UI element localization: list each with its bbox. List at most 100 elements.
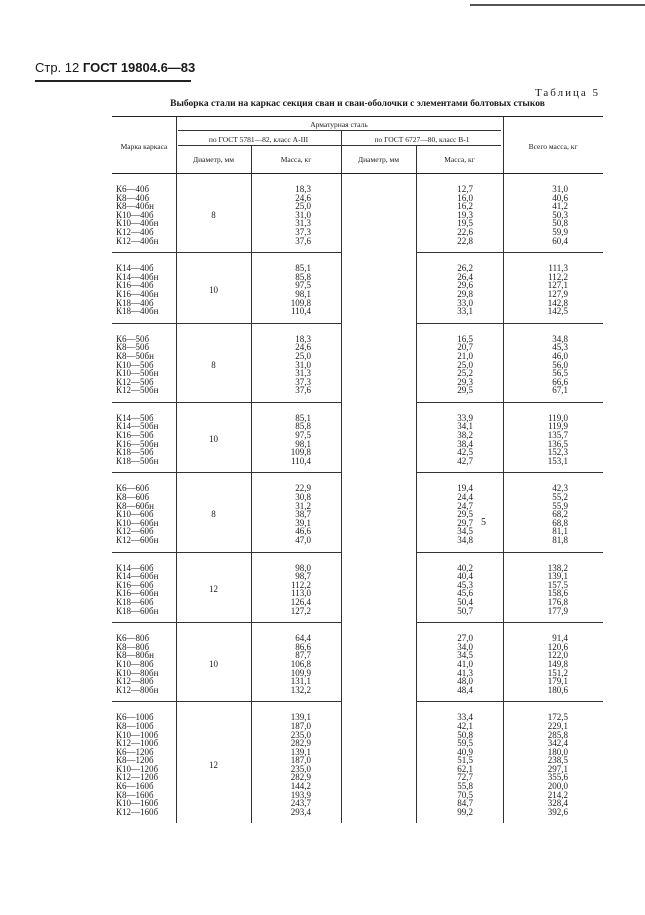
diameter-b-cell <box>341 174 416 253</box>
mass-a-value: 98,1 <box>295 288 311 299</box>
mass-a-value: 31,0 <box>295 209 311 220</box>
total-mass-value: 127,1 <box>547 280 568 291</box>
diameter-a-cell: 8 <box>176 174 251 254</box>
header-gost-a: по ГОСТ 5781—82, класс А-III <box>208 135 309 144</box>
marks-cell: К6—40б К8—40б К8—40бн К10—40б К10—40бн К12—40… <box>112 174 176 254</box>
frame-mark: К12—120б <box>116 772 159 783</box>
steel-table: Марка каркаса Арматурная сталь по ГОСТ 5… <box>112 116 603 824</box>
frame-mark: К10—40бн <box>116 218 159 229</box>
frame-mark: К10—80б <box>116 658 154 669</box>
total-mass-value: 59,9 <box>552 226 568 237</box>
mass-b-value: 33,1 <box>457 306 473 317</box>
mass-b-value: 24,4 <box>457 492 473 503</box>
total-mass-value: 55,9 <box>552 500 568 511</box>
table-number: Таблица 5 <box>534 87 600 99</box>
header-divider <box>503 117 504 173</box>
frame-mark: К18—60б <box>116 596 154 607</box>
total-mass-value: 229,1 <box>547 720 568 731</box>
mass-a-value: 46,6 <box>295 526 311 537</box>
frame-mark: К14—50бн <box>116 421 159 432</box>
mass-b-value: 29,6 <box>457 280 473 291</box>
mass-b-value: 34,0 <box>457 641 473 652</box>
diameter-a-value: 8 <box>211 359 216 370</box>
total-mass-value: 238,5 <box>547 755 568 766</box>
mass-b-value: 21,0 <box>457 350 473 361</box>
frame-mark: К6—100б <box>116 712 154 723</box>
mass-b-value: 29,7 <box>457 517 473 528</box>
total-mass-value: 45,3 <box>552 342 568 353</box>
mass-b-value: 48,4 <box>457 684 473 695</box>
total-mass-value: 176,8 <box>547 596 568 607</box>
mass-b-value: 42,1 <box>457 720 473 731</box>
mass-b-value: 55,8 <box>457 781 473 792</box>
total-mass-value: 111,3 <box>548 263 568 274</box>
diameter-b-cell <box>341 324 416 403</box>
frame-mark: К8—60б <box>116 492 150 503</box>
mass-b-value: 72,7 <box>457 772 473 783</box>
diameter-a-value: 12 <box>209 759 218 770</box>
frame-mark: К8—80б <box>116 641 150 652</box>
mass-a-value: 37,6 <box>295 235 311 246</box>
mass-b-value: 24,7 <box>457 500 473 511</box>
mass-a-value: 235,0 <box>290 763 311 774</box>
total-mass-value: 41,2 <box>552 201 568 212</box>
total-mass-value: 200,0 <box>547 781 568 792</box>
mass-a-value: 86,6 <box>295 641 311 652</box>
mass-a-value: 109,9 <box>290 667 311 678</box>
table-group: К6—60б К8—60б К8—60бн К10—60б К10—60бн К12—60… <box>112 473 603 553</box>
frame-mark: К16—40бн <box>116 288 159 299</box>
frame-mark: К14—60б <box>116 562 154 573</box>
total-mass-value: 214,2 <box>547 789 568 800</box>
header-divider <box>251 145 252 173</box>
total-mass-value: 120,6 <box>547 641 568 652</box>
total-mass-value: 172,5 <box>547 712 568 723</box>
frame-mark: К12—100б <box>116 738 159 749</box>
frame-mark: К8—60бн <box>116 500 154 511</box>
mass-b-value: 38,2 <box>457 430 473 441</box>
mass-a-value: 109,8 <box>290 297 311 308</box>
diameter-a-value: 12 <box>209 584 218 595</box>
diameter-b-value: 5 <box>481 517 486 528</box>
total-mass-value: 149,8 <box>547 658 568 669</box>
total-mass-value: 342,4 <box>547 738 568 749</box>
total-mass-value: 179,1 <box>547 676 568 687</box>
total-mass-value: 42,3 <box>552 483 568 494</box>
mass-b-value: 59,5 <box>457 738 473 749</box>
mass-a-value: 31,2 <box>295 500 311 511</box>
total-mass-value: 31,0 <box>552 184 568 194</box>
total-cell: 138,2 139,1 157,5 158,6 176,8 177,9 <box>503 553 603 624</box>
frame-mark: К10—50б <box>116 359 154 370</box>
column-divider <box>416 174 417 824</box>
mass-a-value: 31,3 <box>295 368 311 379</box>
mass-b-value: 38,4 <box>457 438 473 449</box>
total-mass-value: 136,5 <box>547 438 568 449</box>
total-mass-value: 153,1 <box>547 455 568 466</box>
mass-a-value: 110,4 <box>291 306 311 317</box>
frame-mark: К6—60б <box>116 483 150 494</box>
frame-mark: К12—60б <box>116 526 154 537</box>
table-group: К14—50б К14—50бн К16—50б К16—50бн К18—50б К18… <box>112 403 603 474</box>
frame-mark: К14—50б <box>116 412 154 423</box>
marks-cell: К6—80б К8—80б К8—80бн К10—80б К10—80бн К12—80… <box>112 623 176 703</box>
mass-b-value: 16,2 <box>457 201 473 212</box>
mass-b-value: 48,0 <box>457 676 473 687</box>
mass-a-value: 25,0 <box>295 201 311 212</box>
mass-b-value: 34,5 <box>457 650 473 661</box>
total-mass-value: 135,7 <box>547 430 568 441</box>
mass-a-value: 25,0 <box>295 350 311 361</box>
mass-b-value: 40,2 <box>457 562 473 573</box>
header-divider <box>176 117 177 173</box>
mass-a-value: 106,8 <box>290 658 311 669</box>
total-cell: 172,5 229,1 285,8 342,4 180,0 238,5 297,1 355,6… <box>503 702 603 823</box>
mass-a-value: 282,9 <box>290 738 311 749</box>
mass-b-value: 29,3 <box>457 376 473 387</box>
total-mass-value: 328,4 <box>547 798 568 809</box>
frame-mark: К12—40б <box>116 226 154 237</box>
mass-b-value: 33,9 <box>457 412 473 423</box>
frame-mark: К10—120б <box>116 763 159 774</box>
mass-a-value: 37,3 <box>295 376 311 387</box>
total-cell: 91,4 120,6 122,0 149,8 151,2 179,1 180,6 <box>503 623 603 703</box>
mass-a-value: 98,0 <box>295 562 311 573</box>
table-caption: Выборка стали на каркас секция сван и св… <box>170 99 545 109</box>
total-mass-value: 56,0 <box>552 359 568 370</box>
